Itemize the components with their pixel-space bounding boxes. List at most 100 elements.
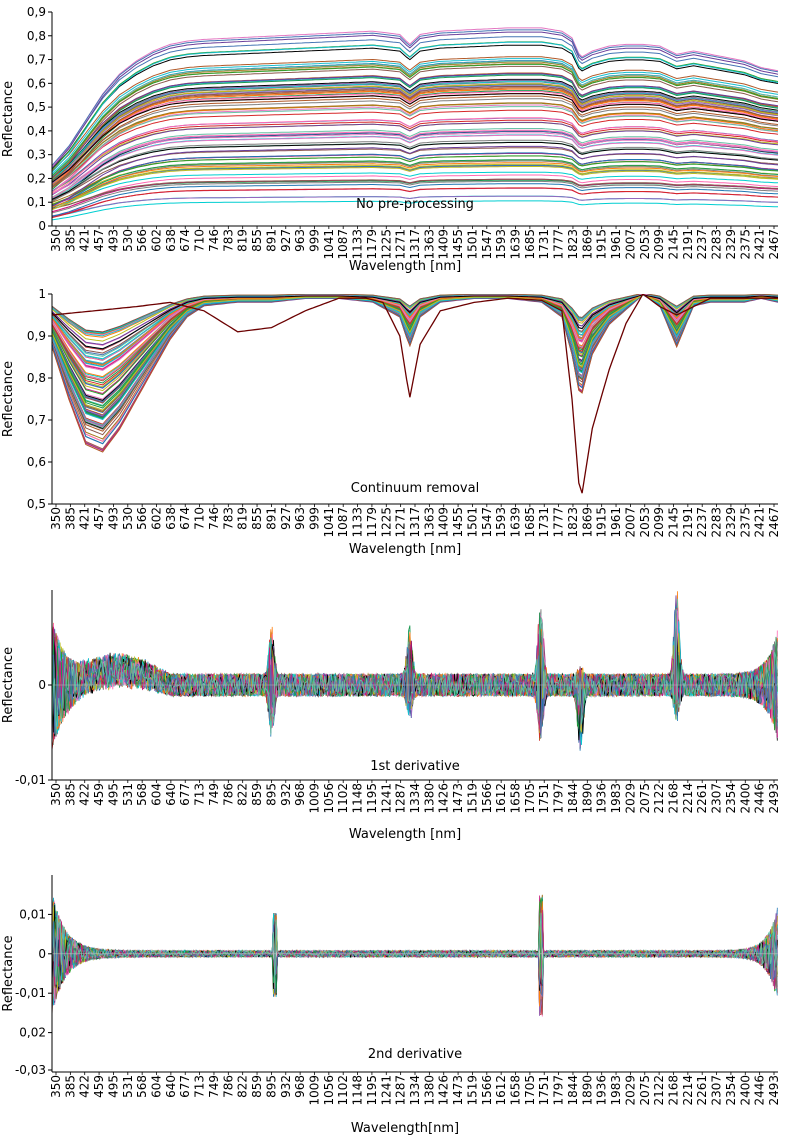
x-tick-label: 1363 bbox=[422, 229, 436, 260]
spectra-lines bbox=[52, 294, 778, 494]
x-tick-label: 1777 bbox=[552, 507, 566, 538]
x-tick-label: 710 bbox=[193, 507, 207, 530]
spectrum-line bbox=[52, 904, 778, 1000]
x-tick-label: 385 bbox=[63, 1075, 77, 1098]
x-tick-label: 2421 bbox=[753, 229, 767, 260]
spectrum-line bbox=[52, 909, 778, 1006]
x-tick-label: 968 bbox=[293, 783, 307, 806]
x-tick-label: 2237 bbox=[695, 507, 709, 538]
x-tick-label: 1102 bbox=[336, 1075, 350, 1106]
x-tick-label: 786 bbox=[221, 1075, 235, 1098]
x-tick-label: 1869 bbox=[580, 229, 594, 260]
x-tick-label: 1317 bbox=[408, 507, 422, 538]
x-tick-label: 1409 bbox=[437, 229, 451, 260]
x-tick-label: 1409 bbox=[437, 507, 451, 538]
x-tick-label: 2075 bbox=[638, 783, 652, 814]
x-tick-label: 1797 bbox=[552, 783, 566, 814]
x-tick-label: 1777 bbox=[552, 229, 566, 260]
x-tick-label: 2375 bbox=[738, 229, 752, 260]
spectrum-line bbox=[52, 58, 778, 175]
x-axis-title: Wavelength [nm] bbox=[349, 542, 461, 557]
x-tick-label: 677 bbox=[178, 1075, 192, 1098]
x-tick-label: 963 bbox=[293, 507, 307, 530]
spectrum-line bbox=[52, 86, 778, 188]
x-tick-label: 1179 bbox=[365, 229, 379, 260]
x-tick-label: 1334 bbox=[408, 1075, 422, 1106]
x-tick-label: 1890 bbox=[580, 783, 594, 814]
spectrum-line bbox=[52, 81, 778, 186]
x-tick-label: 1225 bbox=[379, 507, 393, 538]
x-tick-label: 999 bbox=[307, 507, 321, 530]
spectrum-line bbox=[52, 104, 778, 193]
x-tick-label: 1009 bbox=[307, 1075, 321, 1106]
spectrum-line bbox=[52, 183, 778, 217]
x-tick-label: 1890 bbox=[580, 1075, 594, 1106]
x-tick-label: 746 bbox=[207, 507, 221, 530]
x-tick-label: 1455 bbox=[451, 507, 465, 538]
spectrum-line bbox=[52, 73, 778, 183]
x-tick-label: 2029 bbox=[623, 783, 637, 814]
spectrum-line bbox=[52, 180, 778, 214]
x-tick-label: 1936 bbox=[595, 783, 609, 814]
x-tick-label: 999 bbox=[307, 229, 321, 252]
x-tick-label: 2122 bbox=[652, 783, 666, 814]
x-tick-label: 2467 bbox=[767, 229, 781, 260]
x-tick-label: 1961 bbox=[609, 507, 623, 538]
x-tick-label: 530 bbox=[121, 229, 135, 252]
x-tick-label: 1915 bbox=[595, 507, 609, 538]
x-tick-label: 422 bbox=[78, 1075, 92, 1098]
y-tick-label: 0,1 bbox=[27, 195, 46, 209]
y-tick-label: 0,2 bbox=[27, 171, 46, 185]
x-tick-label: 1639 bbox=[509, 229, 523, 260]
x-tick-label: 1195 bbox=[365, 783, 379, 814]
y-axis-title: Reflectance bbox=[1, 647, 16, 723]
x-tick-label: 927 bbox=[279, 507, 293, 530]
x-tick-label: 1936 bbox=[595, 1075, 609, 1106]
spectrum-line bbox=[52, 142, 778, 200]
x-tick-label: 602 bbox=[150, 507, 164, 530]
spectrum-line bbox=[52, 294, 778, 411]
spectrum-line bbox=[52, 61, 778, 180]
x-tick-label: 749 bbox=[207, 1075, 221, 1098]
panel-annotation: 2nd derivative bbox=[368, 1047, 462, 1062]
spectrum-line bbox=[52, 595, 778, 727]
panel-annotation: Continuum removal bbox=[351, 481, 479, 496]
x-tick-label: 1287 bbox=[394, 1075, 408, 1106]
spectrum-line bbox=[52, 160, 778, 211]
x-tick-label: 459 bbox=[92, 1075, 106, 1098]
spectrum-line bbox=[52, 916, 778, 1005]
x-tick-label: 1639 bbox=[509, 507, 523, 538]
x-tick-label: 855 bbox=[250, 507, 264, 530]
x-tick-label: 1473 bbox=[451, 1075, 465, 1106]
x-tick-label: 2007 bbox=[623, 507, 637, 538]
x-tick-label: 2191 bbox=[681, 229, 695, 260]
x-tick-label: 891 bbox=[264, 507, 278, 530]
y-tick-label: 1 bbox=[38, 287, 46, 301]
x-tick-label: 531 bbox=[121, 1075, 135, 1098]
x-tick-label: 2261 bbox=[695, 783, 709, 814]
y-tick-label: 0,7 bbox=[27, 53, 46, 67]
x-tick-label: 2283 bbox=[710, 507, 724, 538]
x-tick-label: 674 bbox=[178, 229, 192, 252]
chart-panel-2: 0,5 0,6 0,7 0,8 0,9 1 350 385 421 457 493 530 566 602… bbox=[1, 287, 781, 557]
spectrum-line bbox=[52, 128, 778, 198]
x-tick-label: 1869 bbox=[580, 507, 594, 538]
x-tick-label: 855 bbox=[250, 229, 264, 252]
x-tick-label: 1041 bbox=[322, 229, 336, 260]
spectrum-line bbox=[52, 91, 778, 185]
spectrum-line bbox=[52, 897, 778, 994]
spectrum-line bbox=[52, 294, 778, 407]
x-tick-label: 1241 bbox=[379, 1075, 393, 1106]
x-tick-label: 1566 bbox=[480, 783, 494, 814]
x-tick-label: 674 bbox=[178, 507, 192, 530]
x-tick-label: 638 bbox=[164, 507, 178, 530]
x-tick-label: 819 bbox=[236, 507, 250, 530]
x-tick-label: 2493 bbox=[767, 783, 781, 814]
spectrum-line bbox=[52, 921, 778, 1015]
x-tick-label: 457 bbox=[92, 507, 106, 530]
x-tick-label: 602 bbox=[150, 229, 164, 252]
spectrum-line bbox=[52, 139, 778, 202]
spectrum-line bbox=[52, 134, 778, 201]
spectrum-line bbox=[52, 600, 778, 731]
x-tick-label: 568 bbox=[135, 1075, 149, 1098]
